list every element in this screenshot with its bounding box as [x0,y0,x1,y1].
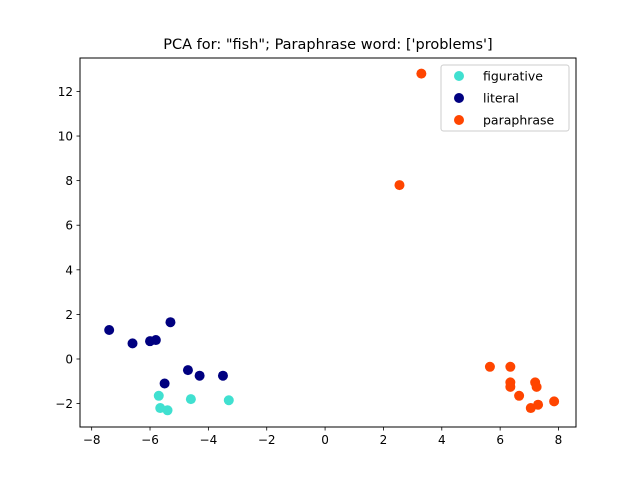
legend-label-figurative: figurative [483,69,543,84]
literal-point [182,365,193,376]
paraphrase-point [549,396,560,407]
y-tick-label: 8 [65,174,73,188]
literal-point [150,335,161,346]
y-tick-label: 6 [65,219,73,233]
paraphrase-point [394,180,405,191]
x-tick-label: 0 [321,433,329,447]
figurative-point [223,395,234,406]
x-tick-label: −2 [258,433,276,447]
x-tick-label: −8 [83,433,101,447]
literal-point [217,370,228,381]
chart-title: PCA for: "fish"; Paraphrase word: ['prob… [163,37,492,53]
y-tick-label: 2 [65,308,73,322]
x-tick-label: −4 [200,433,218,447]
series-figurative [153,390,234,416]
figurative-point [153,390,164,401]
paraphrase-point [533,399,544,410]
series-literal [104,317,228,389]
paraphrase-point [514,390,525,401]
paraphrase-point [531,381,542,392]
paraphrase-point [416,68,427,79]
y-tick-label: 10 [58,130,73,144]
legend: figurative literal paraphrase [440,64,570,132]
paraphrase-point [484,361,495,372]
legend-label-literal: literal [483,91,519,106]
y-tick-label: 0 [65,352,73,366]
y-tick-label: −2 [55,397,73,411]
literal-point [127,338,138,349]
axes-frame [79,57,577,428]
y-tick-label: 4 [65,263,73,277]
literal-point [165,317,176,328]
literal-point [104,325,115,336]
legend-marker-figurative [454,71,464,81]
legend-label-paraphrase: paraphrase [483,113,555,128]
legend-marker-literal [454,93,464,103]
literal-point [159,378,170,389]
figurative-point [185,394,196,405]
paraphrase-point [505,381,516,392]
y-tick-label: 12 [58,85,73,99]
series-paraphrase [394,68,560,414]
legend-box [440,64,570,132]
plot-area: −8 −6 −4 −2 0 2 4 6 8 −2 0 2 4 6 8 10 12 [55,57,577,447]
x-tick-label: 6 [496,433,504,447]
literal-point [194,370,205,381]
legend-marker-paraphrase [454,115,464,125]
figurative-point [162,405,173,416]
paraphrase-point [505,361,516,372]
x-tick-label: 8 [555,433,563,447]
x-tick-label: 4 [438,433,446,447]
x-tick-label: −6 [141,433,159,447]
x-tick-label: 2 [380,433,388,447]
